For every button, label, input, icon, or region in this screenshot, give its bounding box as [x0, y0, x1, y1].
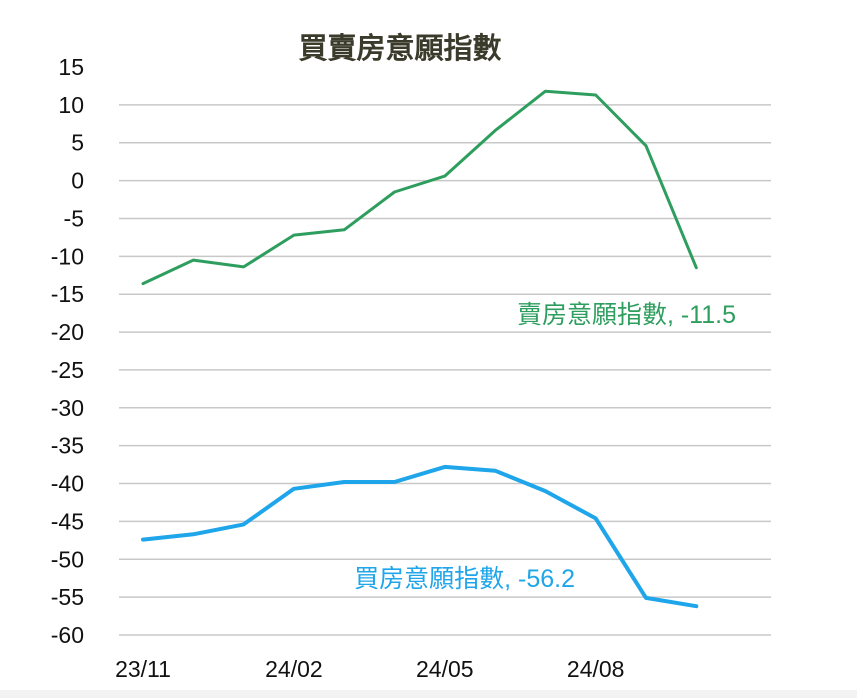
y-tick-label: -50: [51, 546, 84, 572]
series-label-sell: 賣房意願指數, -11.5: [517, 301, 736, 329]
y-tick-label: 5: [71, 130, 84, 156]
series-line-sell: [141, 89, 698, 286]
y-tick-label: 15: [58, 54, 84, 80]
series-label-buy: 買房意願指數, -56.2: [354, 565, 575, 593]
y-tick-label: -5: [64, 205, 84, 231]
chart-title: 買賣房意願指數: [298, 31, 501, 65]
y-tick-label: 0: [71, 168, 84, 194]
grid-lines: [119, 104, 771, 636]
x-tick-label: 24/02: [265, 656, 323, 682]
x-tick-label: 24/05: [416, 656, 474, 682]
y-tick-label: -30: [51, 395, 84, 421]
x-tick-label: 24/08: [567, 656, 625, 682]
y-tick-label: -40: [51, 471, 84, 497]
x-tick-label: 23/11: [115, 656, 171, 682]
y-tick-label: -60: [51, 622, 84, 648]
bottom-strip: [0, 690, 857, 698]
y-tick-label: 10: [58, 92, 84, 118]
y-axis: 15 10 5 0 -5 -10 -15 -20 -25 -30 -35 -40 -45 -50 -55 -6…: [51, 54, 84, 648]
y-tick-label: -20: [51, 319, 84, 345]
series-lines: [141, 89, 699, 609]
y-tick-label: -15: [51, 281, 84, 307]
y-tick-label: -25: [51, 357, 84, 383]
series-line-buy: [141, 464, 699, 609]
y-tick-label: -45: [51, 508, 84, 534]
x-axis: 23/11 24/02 24/05 24/08: [115, 656, 624, 682]
y-tick-label: -35: [51, 433, 84, 459]
y-tick-label: -10: [51, 243, 84, 269]
y-tick-label: -55: [51, 584, 84, 610]
